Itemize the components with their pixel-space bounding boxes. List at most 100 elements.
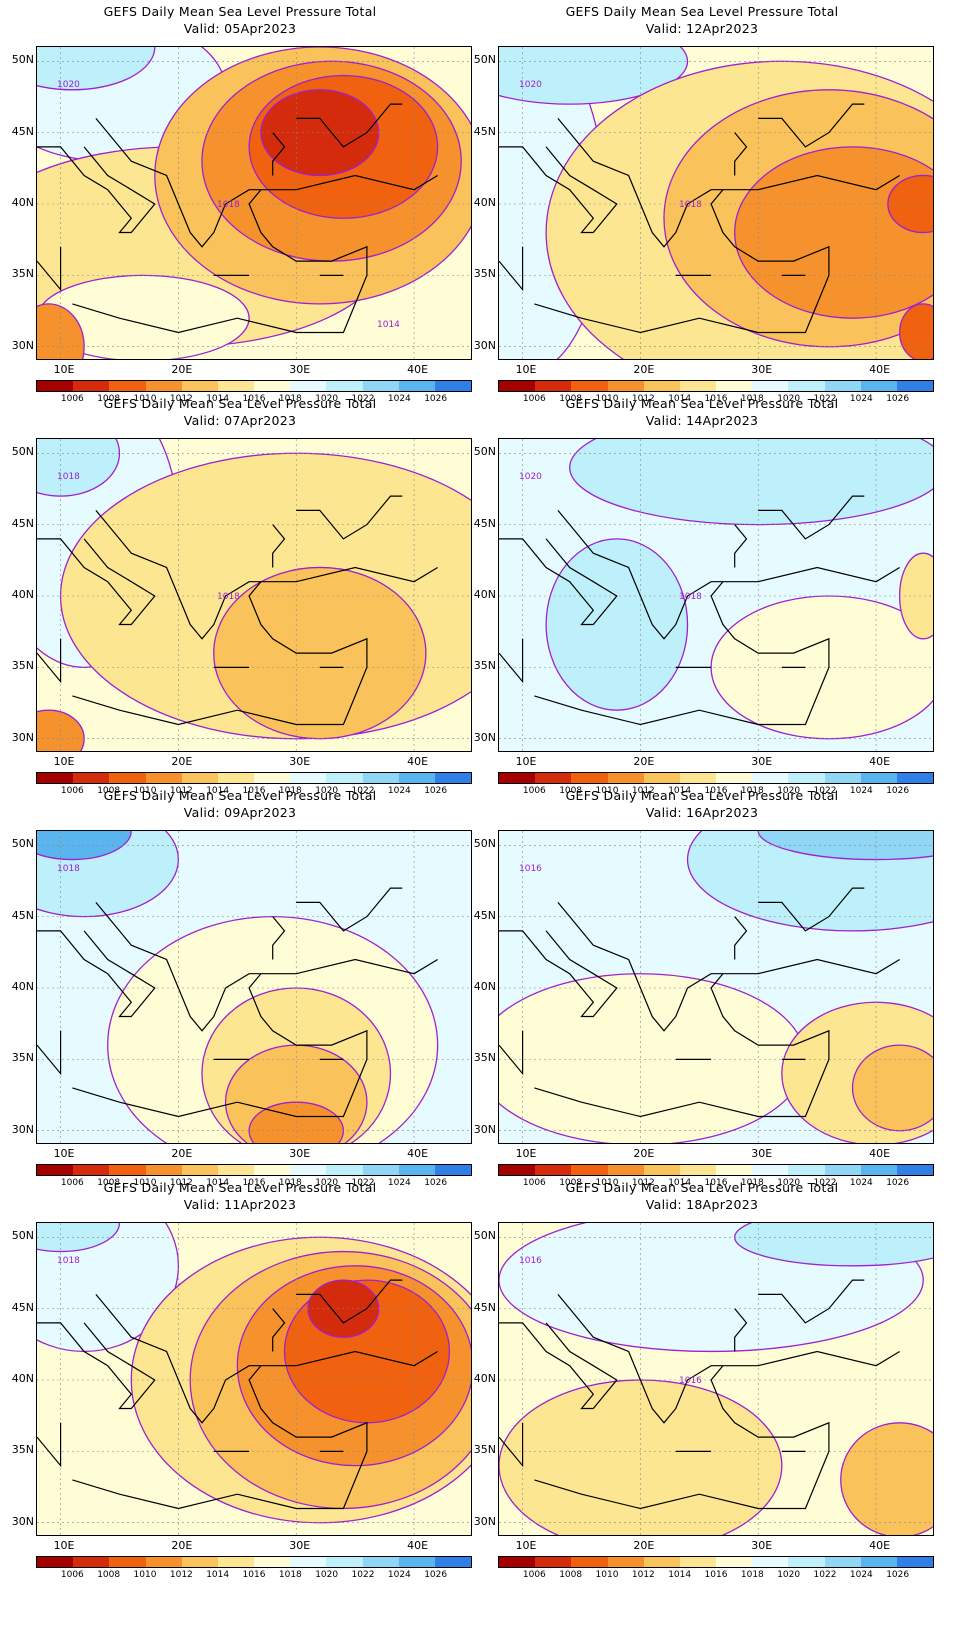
coastline [499, 930, 618, 1018]
colorbar-level-label: 1022 [813, 1178, 837, 1188]
colorbar-swatch [824, 381, 861, 391]
coastline [37, 1030, 62, 1076]
latitude-label: 30N [11, 338, 34, 352]
longitude-label: 10E [53, 1147, 75, 1160]
coastline [296, 887, 403, 932]
colorbar [36, 1164, 472, 1176]
colorbar-swatch [788, 1557, 825, 1567]
latitude-label: 40N [473, 980, 496, 993]
colorbar-swatch [109, 1165, 146, 1175]
colorbar-level-label: 1020 [315, 1178, 339, 1188]
latitude-label: 45N [473, 124, 496, 138]
colorbar-swatch [181, 1165, 218, 1175]
longitude-label: 20E [171, 1539, 193, 1552]
colorbar-level-label: 1024 [387, 786, 411, 796]
colorbar-level-label: 1016 [242, 1178, 266, 1188]
colorbar-swatch [896, 773, 934, 783]
colorbar-swatch [896, 1557, 934, 1567]
pressure-map: 1018 [36, 1222, 472, 1536]
colorbar-level-label: 1022 [813, 1570, 837, 1580]
colorbar-level-label: 1008 [97, 1570, 121, 1580]
colorbar-swatch [326, 381, 363, 391]
panel-valid-date: Valid: 12Apr2023 [645, 21, 759, 36]
colorbar-swatch [571, 381, 608, 391]
colorbar-level-label: 1024 [387, 1178, 411, 1188]
colorbar-level-label: 1024 [849, 1570, 873, 1580]
colorbar-level-label: 1006 [522, 1570, 546, 1580]
longitude-label: 40E [869, 363, 891, 376]
colorbar-swatch [679, 773, 717, 783]
colorbar-swatch [607, 773, 644, 783]
colorbar-swatch [254, 381, 291, 391]
coastline [534, 973, 830, 1118]
latitude-label: 45N [11, 516, 34, 530]
coastline [296, 495, 403, 540]
colorbar-swatch [716, 381, 753, 391]
colorbar-level-label: 1008 [559, 1178, 583, 1188]
latitude-label: 45N [473, 516, 496, 530]
panel-title: GEFS Daily Mean Sea Level Pressure Total… [462, 395, 942, 429]
isobar-label: 1018 [679, 592, 702, 602]
colorbar [498, 772, 934, 784]
panel-title: GEFS Daily Mean Sea Level Pressure Total… [0, 1179, 480, 1213]
latitude-label: 50N [11, 53, 34, 67]
panel-title: GEFS Daily Mean Sea Level Pressure Total… [0, 395, 480, 429]
colorbar-swatch [860, 381, 897, 391]
latitude-label: 30N [11, 1514, 34, 1528]
colorbar-swatch [109, 773, 146, 783]
colorbar-swatch [398, 1165, 435, 1175]
coastline [534, 581, 830, 726]
colorbar-swatch [752, 1165, 789, 1175]
longitude-label: 30E [289, 1539, 311, 1552]
colorbar-level-label: 1010 [595, 1570, 619, 1580]
colorbar-level-label: 1018 [278, 394, 302, 404]
latitude-label: 30N [473, 338, 496, 352]
colorbar-level-label: 1020 [777, 394, 801, 404]
coastline [557, 1294, 900, 1424]
latitude-label: 35N [473, 267, 496, 281]
panel-title-text: GEFS Daily Mean Sea Level Pressure Total [565, 788, 839, 803]
coastline [37, 1422, 62, 1468]
pressure-map: 1016 [498, 830, 934, 1144]
latitude-label: 40N [473, 196, 496, 209]
coastline [296, 1279, 403, 1324]
colorbar-swatch [860, 1557, 897, 1567]
colorbar [498, 1164, 934, 1176]
coastline [272, 1308, 286, 1352]
longitude-label: 30E [289, 1147, 311, 1160]
colorbar-level-label: 1024 [387, 1570, 411, 1580]
panel-title-text: GEFS Daily Mean Sea Level Pressure Total [565, 4, 839, 19]
latitude-label: 35N [11, 267, 34, 281]
latitude-label: 30N [11, 730, 34, 744]
colorbar-level-label: 1016 [704, 1178, 728, 1188]
colorbar-level-label: 1012 [169, 394, 193, 404]
map-panel: GEFS Daily Mean Sea Level Pressure Total… [0, 0, 480, 410]
colorbar-level-label: 1018 [740, 1178, 764, 1188]
colorbar-swatch [643, 1557, 680, 1567]
colorbar-swatch [535, 773, 572, 783]
colorbar-swatch [643, 381, 680, 391]
colorbar-level-label: 1014 [668, 1570, 692, 1580]
coastline [499, 538, 618, 626]
latitude-label: 35N [473, 1051, 496, 1065]
colorbar-level-label: 1010 [133, 786, 157, 796]
colorbar-level-label: 1006 [60, 1570, 84, 1580]
isobar-label: 1016 [679, 1376, 702, 1386]
colorbar-swatch [217, 1557, 255, 1567]
colorbar-level-label: 1006 [522, 394, 546, 404]
longitude-label: 10E [53, 755, 75, 768]
colorbar-level-label: 1008 [559, 394, 583, 404]
isobar-label: 1020 [519, 80, 542, 90]
isobar-region [899, 303, 933, 359]
panel-title: GEFS Daily Mean Sea Level Pressure Total… [462, 1179, 942, 1213]
coastline [499, 1422, 524, 1468]
colorbar [36, 1556, 472, 1568]
colorbar-swatch [571, 1557, 608, 1567]
colorbar-level-label: 1018 [278, 1570, 302, 1580]
colorbar-swatch [679, 1165, 717, 1175]
colorbar-level-label: 1014 [668, 1178, 692, 1188]
colorbar-level-label: 1008 [97, 786, 121, 796]
colorbar-swatch [362, 1165, 399, 1175]
colorbar-swatch [571, 1165, 608, 1175]
isobar-region [840, 1422, 933, 1535]
